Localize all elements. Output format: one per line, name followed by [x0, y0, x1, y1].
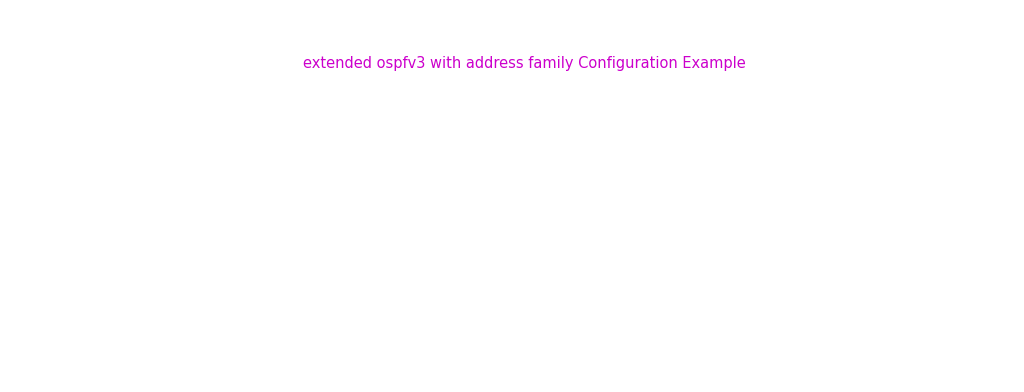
Text: extended ospfv3 with address family Configuration Example: extended ospfv3 with address family Conf…: [303, 56, 746, 71]
